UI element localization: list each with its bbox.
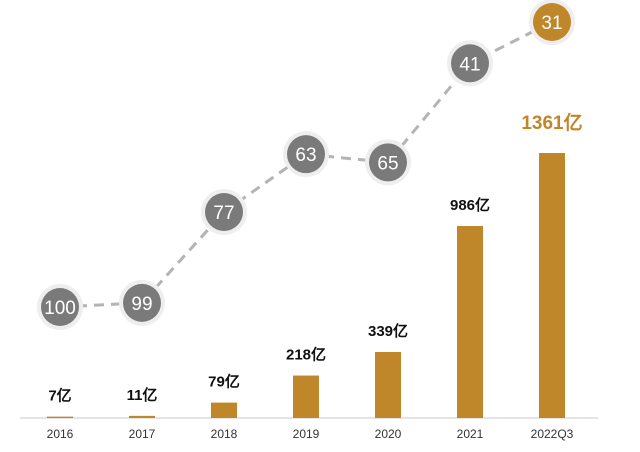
- rank-label-2017: 99: [131, 294, 152, 315]
- x-tick-label-2017: 2017: [129, 427, 156, 441]
- bar-data-label-2016: 7亿: [48, 387, 71, 405]
- x-tick-label-2020: 2020: [375, 427, 402, 441]
- rank-label-2021: 41: [459, 54, 480, 75]
- rank-label-2020: 65: [377, 153, 398, 174]
- bar-2016: [47, 416, 73, 418]
- rank-marker-2022Q3: [533, 3, 571, 41]
- x-tick-label-2021: 2021: [457, 427, 484, 441]
- rank-marker-2020: [369, 143, 407, 182]
- x-tick-label-2019: 2019: [293, 427, 320, 441]
- x-tick-label-2022Q3: 2022Q3: [531, 427, 574, 441]
- rank-label-2016: 100: [44, 298, 76, 319]
- bar-2018: [211, 402, 237, 418]
- rank-marker-2019: [287, 135, 325, 174]
- rank-marker-2018: [205, 193, 243, 231]
- rank-label-2018: 77: [213, 203, 234, 224]
- rank-label-2019: 63: [295, 145, 316, 166]
- x-tick-label-2016: 2016: [47, 427, 74, 441]
- bar-2017: [129, 415, 155, 418]
- bar-data-label-2019: 218亿: [286, 346, 326, 364]
- rank-marker-2017: [123, 283, 161, 322]
- rank-label-2022Q3: 31: [541, 13, 562, 34]
- bar-2020: [375, 351, 401, 418]
- bar-data-label-2020: 339亿: [368, 322, 408, 340]
- bar-data-label-2022Q3: 1361亿: [521, 111, 582, 134]
- bar-2022Q3: [539, 153, 565, 418]
- bar-data-label-2018: 79亿: [208, 373, 240, 391]
- rank-marker-2016: [41, 288, 79, 326]
- rank-marker-2021: [451, 44, 489, 83]
- x-tick-label-2018: 2018: [211, 427, 238, 441]
- line-layer: 100 99 77 63 65 41 31: [37, 0, 575, 330]
- bars-layer: [47, 153, 565, 418]
- bar-data-label-2021: 986亿: [450, 196, 490, 214]
- bar-2019: [293, 375, 319, 418]
- bar-2021: [457, 226, 483, 418]
- bar-data-label-2017: 11亿: [127, 386, 158, 404]
- labels-layer: 2016 7亿 2017 11亿 2018 79亿 2019 218亿 2020 339亿 2021…: [47, 111, 583, 441]
